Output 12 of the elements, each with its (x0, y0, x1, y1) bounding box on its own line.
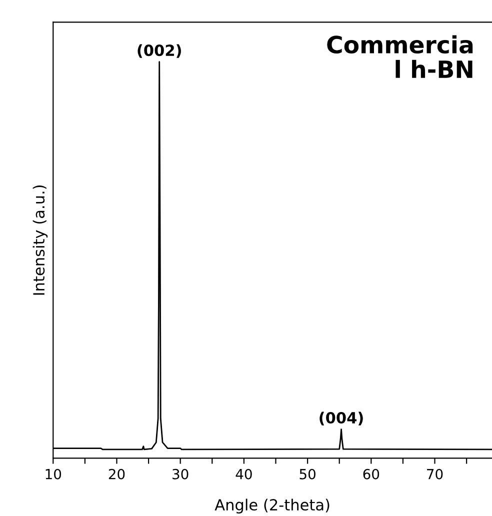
x-tick-label: 10 (46, 468, 62, 480)
x-tick-label: 20 (108, 468, 125, 480)
y-axis-title: Intensity (a.u.) (32, 185, 48, 295)
x-tick-label: 40 (236, 468, 252, 480)
annotation: (004) (320, 412, 363, 426)
x-tick-label: 50 (300, 468, 316, 480)
annotation: Commercia l h-BN (327, 35, 473, 78)
x-axis-title: Angle (2-theta) (214, 498, 330, 514)
x-tick-label: 60 (363, 468, 380, 480)
annotation: (002) (138, 44, 181, 58)
x-tick-label: 70 (427, 468, 443, 480)
x-tick-label: 30 (172, 468, 188, 480)
